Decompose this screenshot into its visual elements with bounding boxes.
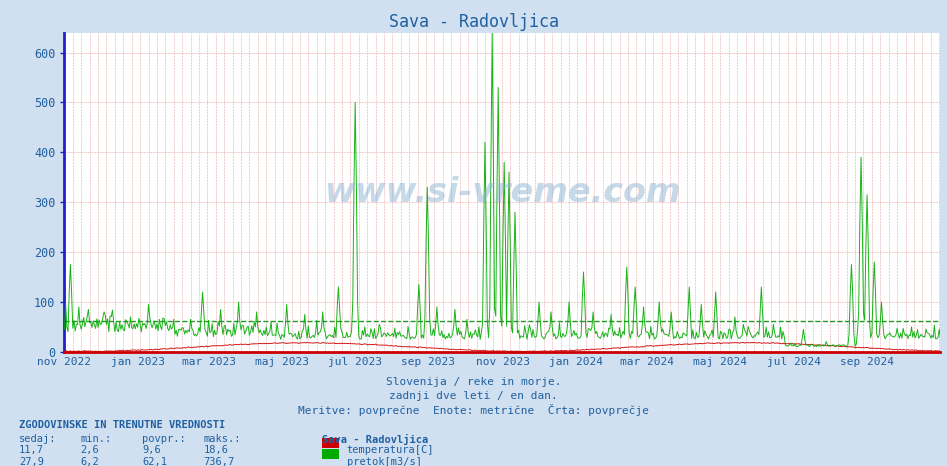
- Text: maks.:: maks.:: [204, 434, 241, 444]
- Text: min.:: min.:: [80, 434, 112, 444]
- Text: sedaj:: sedaj:: [19, 434, 57, 444]
- Text: temperatura[C]: temperatura[C]: [347, 445, 434, 455]
- Text: 9,6: 9,6: [142, 445, 161, 455]
- Text: ZGODOVINSKE IN TRENUTNE VREDNOSTI: ZGODOVINSKE IN TRENUTNE VREDNOSTI: [19, 420, 225, 430]
- Text: 62,1: 62,1: [142, 457, 167, 466]
- Text: Slovenija / reke in morje.: Slovenija / reke in morje.: [385, 377, 562, 386]
- Text: 736,7: 736,7: [204, 457, 235, 466]
- Text: 2,6: 2,6: [80, 445, 99, 455]
- Text: povpr.:: povpr.:: [142, 434, 186, 444]
- Text: Sava - Radovljica: Sava - Radovljica: [388, 13, 559, 31]
- Text: Sava - Radovljica: Sava - Radovljica: [322, 434, 428, 445]
- Text: 11,7: 11,7: [19, 445, 44, 455]
- Text: 18,6: 18,6: [204, 445, 228, 455]
- Text: pretok[m3/s]: pretok[m3/s]: [347, 457, 421, 466]
- Text: 27,9: 27,9: [19, 457, 44, 466]
- Text: www.si-vreme.com: www.si-vreme.com: [324, 176, 681, 209]
- Text: Meritve: povprečne  Enote: metrične  Črta: povprečje: Meritve: povprečne Enote: metrične Črta:…: [298, 404, 649, 417]
- Text: 6,2: 6,2: [80, 457, 99, 466]
- Text: zadnji dve leti / en dan.: zadnji dve leti / en dan.: [389, 391, 558, 400]
